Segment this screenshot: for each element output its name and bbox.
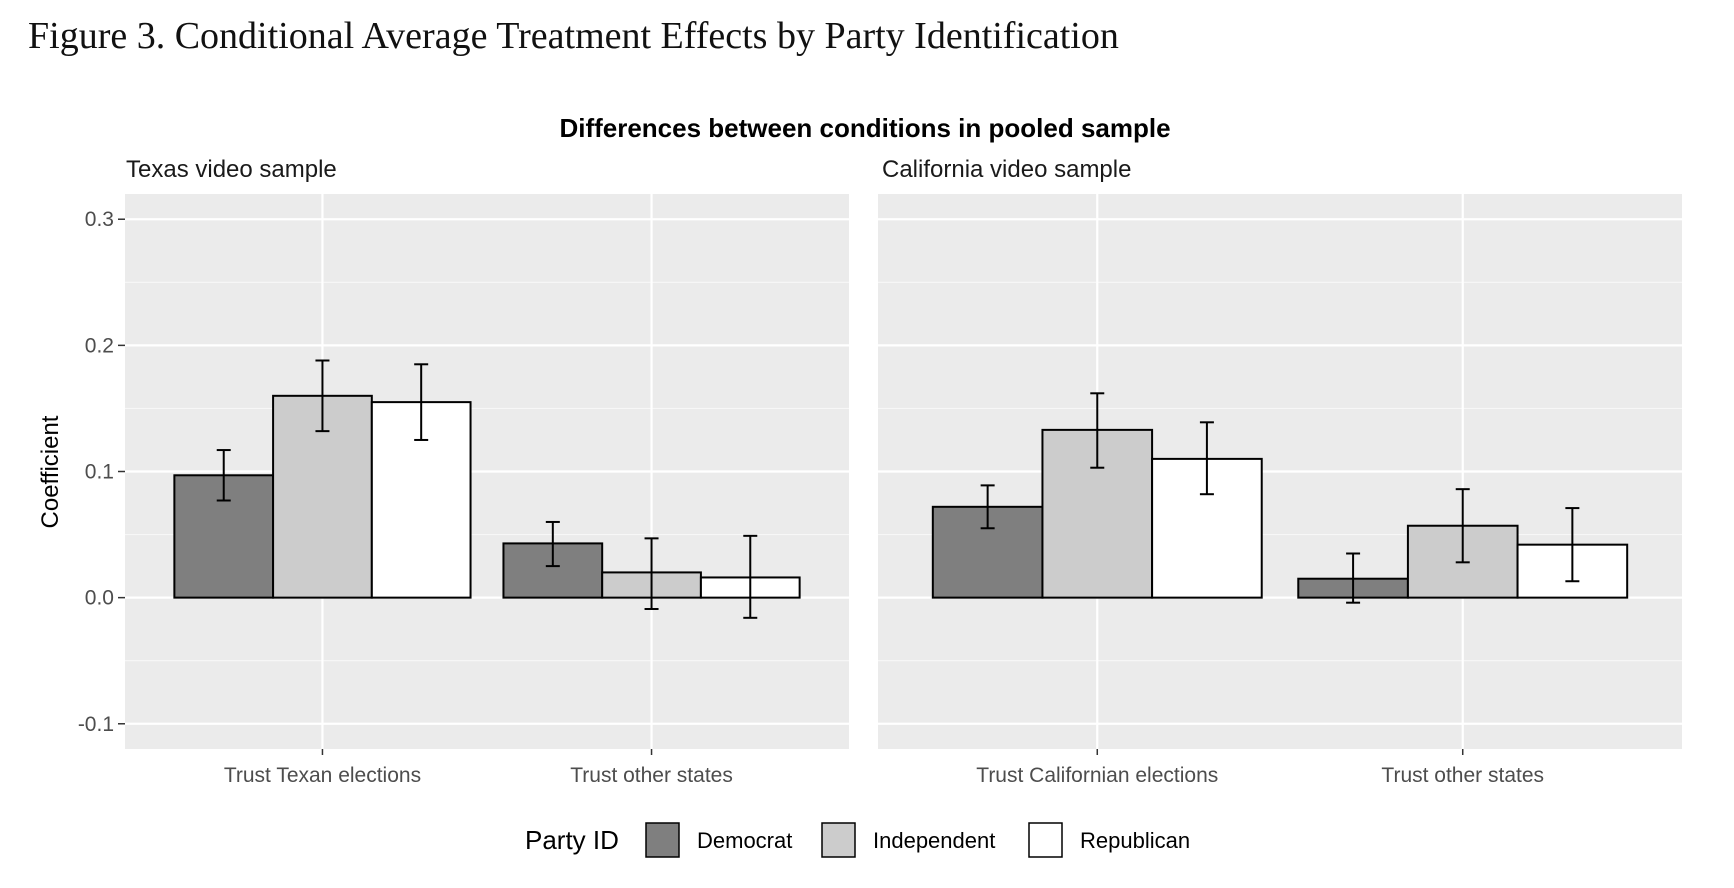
y-tick-label: 0.3 xyxy=(85,208,114,231)
chart-title: Differences between conditions in pooled… xyxy=(559,113,1170,143)
x-tick-label: Trust other states xyxy=(1381,764,1544,787)
panel-0 xyxy=(125,194,849,749)
legend: Party ID Democrat Independent Republican xyxy=(525,822,1190,858)
legend-title: Party ID xyxy=(525,825,619,855)
y-tick-label: -0.1 xyxy=(78,713,114,736)
panel-1 xyxy=(878,194,1682,749)
plot-panels xyxy=(125,194,1682,749)
legend-label-republican: Republican xyxy=(1080,828,1190,853)
y-axis-label: Coefficient xyxy=(37,415,64,528)
panel-title-california: California video sample xyxy=(882,156,1131,183)
legend-label-independent: Independent xyxy=(873,828,995,853)
y-tick-label: 0.2 xyxy=(85,334,114,357)
figure-caption: Figure 3. Conditional Average Treatment … xyxy=(28,15,1119,57)
y-tick-label: 0.1 xyxy=(85,461,114,484)
legend-key-independent xyxy=(821,822,856,858)
legend-key-republican xyxy=(1028,822,1063,858)
x-axis: Trust Texan elections Trust other states T… xyxy=(224,749,1544,787)
y-tick-label: 0.0 xyxy=(85,587,114,610)
legend-label-democrat: Democrat xyxy=(697,828,792,853)
x-tick-label: Trust other states xyxy=(570,764,733,787)
y-axis: -0.1 0.0 0.1 0.2 0.3 xyxy=(78,208,125,736)
panel-title-texas: Texas video sample xyxy=(126,156,337,183)
x-tick-label: Trust Californian elections xyxy=(976,764,1218,787)
x-tick-label: Trust Texan elections xyxy=(224,764,421,787)
legend-key-democrat xyxy=(645,822,680,858)
